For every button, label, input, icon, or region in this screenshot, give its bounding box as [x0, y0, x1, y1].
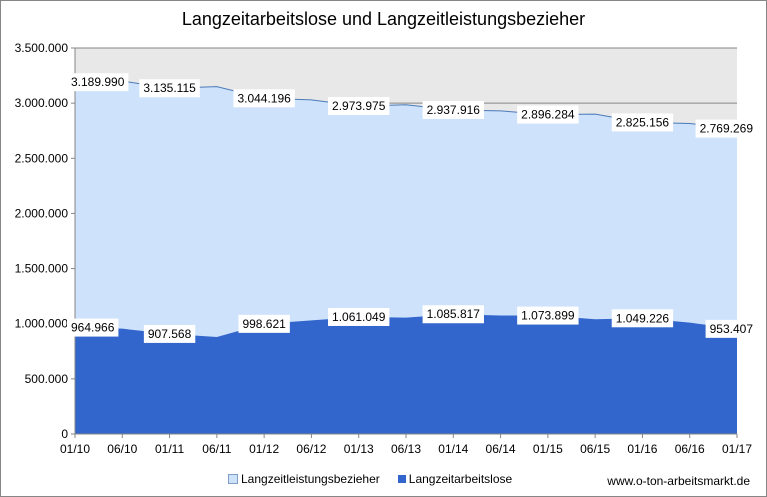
data-label-text: 907.568	[148, 327, 192, 341]
data-label: 953.407	[705, 319, 757, 338]
data-label: 1.061.049	[328, 307, 390, 326]
data-label-text: 2.769.269	[700, 122, 754, 136]
data-label-box	[233, 89, 295, 108]
y-tick-label: 1.000.000	[15, 317, 69, 331]
data-label-box	[422, 100, 484, 119]
x-tick-label: 06/12	[296, 442, 326, 456]
data-label: 2.937.916	[422, 100, 484, 119]
x-tick-label: 01/15	[533, 442, 563, 456]
x-tick-label: 06/15	[580, 442, 610, 456]
data-label: 2.825.156	[611, 113, 674, 132]
data-label-box	[67, 73, 129, 92]
x-tick-label: 01/13	[344, 442, 374, 456]
y-tick-label: 500.000	[25, 372, 69, 386]
data-label-text: 3.135.115	[143, 81, 196, 95]
data-label-text: 998.621	[242, 317, 286, 331]
data-label-box	[517, 105, 579, 124]
data-label-box	[422, 305, 484, 324]
legend-swatch-langzeitarbeitslose	[397, 475, 406, 483]
data-label: 998.621	[238, 314, 290, 333]
legend-item-langzeitleistungsbezieher: Langzeitleistungsbezieher	[228, 472, 380, 486]
data-label: 1.049.226	[611, 309, 674, 328]
x-tick-label: 01/10	[60, 442, 90, 456]
data-label-text: 3.044.196	[237, 91, 291, 105]
y-tick-label: 2.500.000	[15, 151, 69, 165]
data-label-box	[67, 318, 119, 337]
y-tick-label: 1.500.000	[15, 262, 69, 276]
data-label-text: 2.896.284	[521, 108, 575, 122]
chart-title: Langzeitarbeitslose und Langzeitleistung…	[181, 9, 586, 29]
y-tick-label: 0	[61, 427, 68, 441]
data-label-box	[238, 314, 290, 333]
data-label-text: 3.189.990	[71, 75, 125, 89]
data-label-text: 2.825.156	[616, 115, 670, 129]
legend-swatch-langzeitleistungsbezieher	[228, 474, 238, 484]
y-tick-label: 3.000.000	[15, 96, 69, 110]
data-label-text: 1.073.899	[521, 309, 575, 323]
data-label-text: 2.973.975	[332, 99, 386, 113]
data-label-box	[143, 324, 196, 343]
data-label: 2.973.975	[328, 97, 390, 116]
x-tick-label: 01/16	[627, 442, 657, 456]
legend: Langzeitleistungsbezieher Langzeitarbeit…	[228, 470, 512, 488]
data-label: 907.568	[143, 324, 196, 343]
data-label: 3.189.990	[67, 73, 129, 92]
data-label-text: 1.061.049	[332, 310, 386, 324]
legend-label-langzeitarbeitslose: Langzeitarbeitslose	[408, 472, 513, 486]
data-label-box	[611, 309, 674, 328]
x-tick-label: 06/11	[202, 442, 231, 456]
x-tick-label: 01/14	[438, 442, 468, 456]
x-tick-label: 06/16	[675, 442, 705, 456]
data-label-text: 2.937.916	[427, 103, 481, 117]
x-tick-label: 06/14	[486, 442, 516, 456]
data-label-box	[611, 113, 674, 132]
area-series-1	[75, 314, 737, 434]
legend-label-langzeitleistungsbezieher: Langzeitleistungsbezieher	[241, 472, 380, 486]
x-tick-label: 01/17	[722, 442, 752, 456]
x-tick-label: 01/11	[155, 442, 184, 456]
data-label: 964.966	[67, 318, 119, 337]
data-label-box	[517, 306, 579, 325]
data-label: 3.044.196	[233, 89, 295, 108]
source-credit: www.o-ton-arbeitsmarkt.de	[607, 474, 750, 488]
data-label-text: 964.966	[71, 321, 115, 335]
data-label: 3.135.115	[139, 79, 200, 98]
legend-item-langzeitarbeitslose: Langzeitarbeitslose	[397, 472, 513, 486]
x-tick-label: 06/10	[107, 442, 137, 456]
data-label-box	[328, 97, 390, 116]
y-tick-label: 2.000.000	[15, 206, 69, 220]
data-label-box	[139, 79, 200, 98]
data-label-text: 1.049.226	[616, 311, 670, 325]
data-label-box	[705, 319, 757, 338]
x-tick-label: 06/13	[391, 442, 421, 456]
data-label-box	[695, 119, 757, 138]
x-tick-label: 01/12	[249, 442, 279, 456]
data-label: 1.073.899	[517, 306, 579, 325]
data-label: 2.769.269	[695, 119, 757, 138]
data-label-box	[328, 307, 390, 326]
data-label: 1.085.817	[422, 305, 484, 324]
data-label-text: 1.085.817	[427, 307, 481, 321]
y-tick-label: 3.500.000	[15, 41, 69, 55]
data-label: 2.896.284	[517, 105, 579, 124]
data-label-text: 953.407	[710, 322, 754, 336]
